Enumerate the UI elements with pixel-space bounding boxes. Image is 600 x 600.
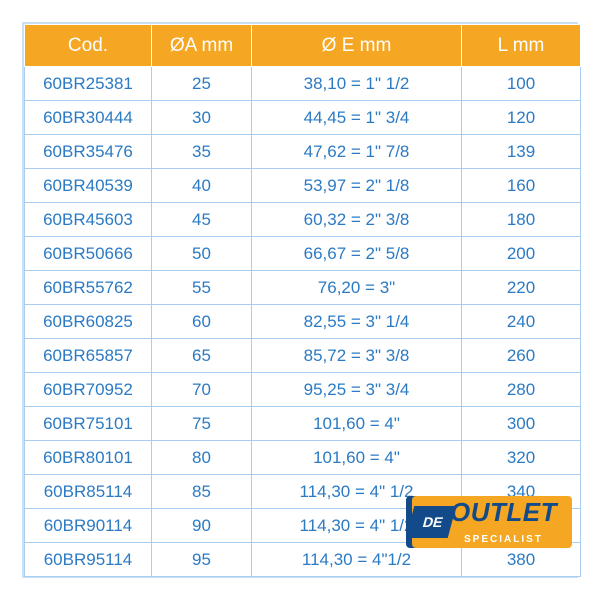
table-cell: 320 bbox=[462, 441, 581, 475]
table-row: 60BR8511485114,30 = 4" 1/2340 bbox=[25, 475, 581, 509]
table-row: 60BR557625576,20 = 3"220 bbox=[25, 271, 581, 305]
table-cell: 240 bbox=[462, 305, 581, 339]
table-cell: 139 bbox=[462, 135, 581, 169]
table-cell: 101,60 = 4" bbox=[252, 441, 462, 475]
table-row: 60BR506665066,67 = 2" 5/8200 bbox=[25, 237, 581, 271]
table-cell: 60BR75101 bbox=[25, 407, 152, 441]
table-cell: 260 bbox=[462, 339, 581, 373]
table-cell: 340 bbox=[462, 475, 581, 509]
table-cell: 220 bbox=[462, 271, 581, 305]
table-cell: 75 bbox=[152, 407, 252, 441]
spec-table: Cod. ØA mm Ø E mm L mm 60BR253812538,10 … bbox=[24, 24, 581, 577]
table-cell: 60BR55762 bbox=[25, 271, 152, 305]
table-row: 60BR608256082,55 = 3" 1/4240 bbox=[25, 305, 581, 339]
table-row: 60BR9011490114,30 = 4" 1/2360 bbox=[25, 509, 581, 543]
table-cell: 300 bbox=[462, 407, 581, 441]
table-cell: 60BR65857 bbox=[25, 339, 152, 373]
table-row: 60BR354763547,62 = 1" 7/8139 bbox=[25, 135, 581, 169]
table-cell: 30 bbox=[152, 101, 252, 135]
table-row: 60BR709527095,25 = 3" 3/4280 bbox=[25, 373, 581, 407]
table-row: 60BR8010180101,60 = 4"320 bbox=[25, 441, 581, 475]
table-cell: 60BR30444 bbox=[25, 101, 152, 135]
table-cell: 44,45 = 1" 3/4 bbox=[252, 101, 462, 135]
table-cell: 90 bbox=[152, 509, 252, 543]
table-row: 60BR456034560,32 = 2" 3/8180 bbox=[25, 203, 581, 237]
table-cell: 114,30 = 4" 1/2 bbox=[252, 475, 462, 509]
table-cell: 180 bbox=[462, 203, 581, 237]
col-header-l-mm: L mm bbox=[462, 25, 581, 67]
table-cell: 60BR95114 bbox=[25, 543, 152, 577]
table-cell: 60BR70952 bbox=[25, 373, 152, 407]
table-cell: 70 bbox=[152, 373, 252, 407]
table-cell: 82,55 = 3" 1/4 bbox=[252, 305, 462, 339]
table-cell: 360 bbox=[462, 509, 581, 543]
table-cell: 95 bbox=[152, 543, 252, 577]
col-header-a-mm: ØA mm bbox=[152, 25, 252, 67]
col-header-cod: Cod. bbox=[25, 25, 152, 67]
table-cell: 66,67 = 2" 5/8 bbox=[252, 237, 462, 271]
table-cell: 65 bbox=[152, 339, 252, 373]
table-row: 60BR304443044,45 = 1" 3/4120 bbox=[25, 101, 581, 135]
table-cell: 101,60 = 4" bbox=[252, 407, 462, 441]
table-cell: 60,32 = 2" 3/8 bbox=[252, 203, 462, 237]
table-cell: 95,25 = 3" 3/4 bbox=[252, 373, 462, 407]
table-cell: 60BR60825 bbox=[25, 305, 152, 339]
table-cell: 53,97 = 2" 1/8 bbox=[252, 169, 462, 203]
table-cell: 85,72 = 3" 3/8 bbox=[252, 339, 462, 373]
table-cell: 60 bbox=[152, 305, 252, 339]
table-cell: 60BR40539 bbox=[25, 169, 152, 203]
table-cell: 76,20 = 3" bbox=[252, 271, 462, 305]
table-cell: 120 bbox=[462, 101, 581, 135]
table-cell: 35 bbox=[152, 135, 252, 169]
table-row: 60BR405394053,97 = 2" 1/8160 bbox=[25, 169, 581, 203]
table-cell: 200 bbox=[462, 237, 581, 271]
table-cell: 25 bbox=[152, 67, 252, 101]
table-row: 60BR7510175101,60 = 4"300 bbox=[25, 407, 581, 441]
table-frame: Cod. ØA mm Ø E mm L mm 60BR253812538,10 … bbox=[22, 22, 578, 578]
table-cell: 60BR80101 bbox=[25, 441, 152, 475]
table-cell: 60BR50666 bbox=[25, 237, 152, 271]
table-cell: 114,30 = 4" 1/2 bbox=[252, 509, 462, 543]
table-header-row: Cod. ØA mm Ø E mm L mm bbox=[25, 25, 581, 67]
table-cell: 380 bbox=[462, 543, 581, 577]
table-body: 60BR253812538,10 = 1" 1/210060BR30444304… bbox=[25, 67, 581, 577]
table-cell: 280 bbox=[462, 373, 581, 407]
table-cell: 85 bbox=[152, 475, 252, 509]
table-row: 60BR658576585,72 = 3" 3/8260 bbox=[25, 339, 581, 373]
table-row: 60BR253812538,10 = 1" 1/2100 bbox=[25, 67, 581, 101]
table-cell: 50 bbox=[152, 237, 252, 271]
table-cell: 80 bbox=[152, 441, 252, 475]
table-cell: 55 bbox=[152, 271, 252, 305]
table-cell: 45 bbox=[152, 203, 252, 237]
table-cell: 100 bbox=[462, 67, 581, 101]
table-cell: 38,10 = 1" 1/2 bbox=[252, 67, 462, 101]
table-row: 60BR9511495114,30 = 4"1/2380 bbox=[25, 543, 581, 577]
table-cell: 60BR85114 bbox=[25, 475, 152, 509]
table-cell: 114,30 = 4"1/2 bbox=[252, 543, 462, 577]
col-header-e-mm: Ø E mm bbox=[252, 25, 462, 67]
table-cell: 60BR45603 bbox=[25, 203, 152, 237]
table-cell: 47,62 = 1" 7/8 bbox=[252, 135, 462, 169]
table-cell: 160 bbox=[462, 169, 581, 203]
table-cell: 60BR25381 bbox=[25, 67, 152, 101]
table-cell: 40 bbox=[152, 169, 252, 203]
table-cell: 60BR35476 bbox=[25, 135, 152, 169]
table-cell: 60BR90114 bbox=[25, 509, 152, 543]
